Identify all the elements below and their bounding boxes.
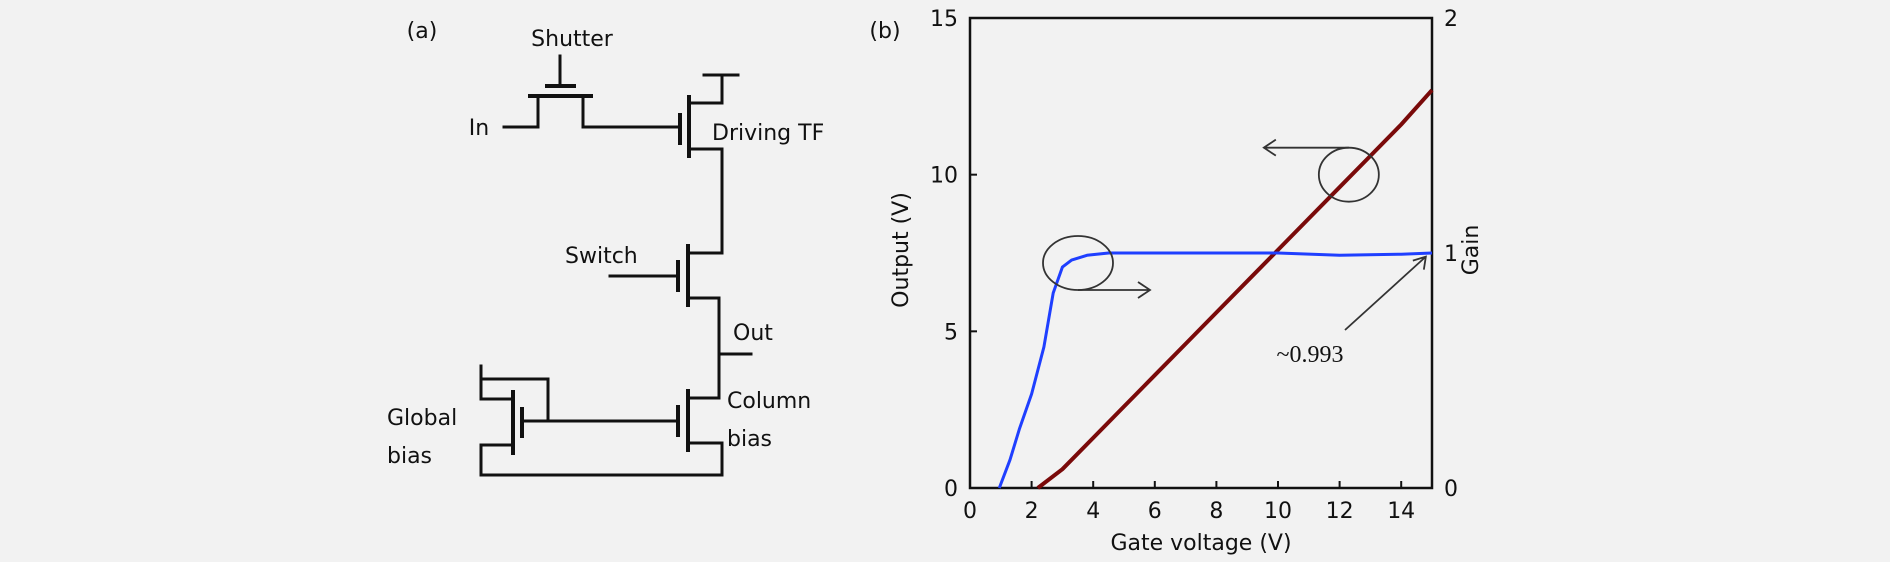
y-tick-label: 15 xyxy=(930,7,958,32)
in-label: In xyxy=(469,116,489,141)
column-bias-label-1: Column xyxy=(727,389,811,414)
x-tick-label: 8 xyxy=(1209,499,1223,524)
column-bias-transistor xyxy=(479,389,724,477)
y2-tick-label: 2 xyxy=(1444,7,1458,32)
out-label: Out xyxy=(733,321,773,346)
driving-transistor xyxy=(678,73,740,255)
y2-tick-label: 1 xyxy=(1444,242,1458,267)
column-bias-label-2: bias xyxy=(727,427,772,452)
circuit-diagram: (a) Shutter In Driving TF Switch Out Col… xyxy=(387,19,824,477)
shutter-transistor xyxy=(502,54,682,129)
y2-axis-label: Gain xyxy=(1459,225,1484,276)
series-line-gain xyxy=(997,251,1433,489)
y-tick-label: 10 xyxy=(930,164,958,189)
gain-value-arrow xyxy=(1344,255,1427,331)
global-bias-label-2: bias xyxy=(387,444,432,469)
right-axis-arrow xyxy=(1078,281,1152,299)
x-tick-label: 14 xyxy=(1387,499,1415,524)
global-bias-label-1: Global xyxy=(387,406,457,431)
x-tick-label: 6 xyxy=(1148,499,1162,524)
x-tick-label: 4 xyxy=(1086,499,1100,524)
y-axis-label: Output (V) xyxy=(889,192,914,308)
output-curve-marker-circle xyxy=(1317,146,1380,203)
y2-tick-label: 0 xyxy=(1444,477,1458,502)
gain-value-annotation: ~0.993 xyxy=(1277,342,1344,368)
switch-transistor xyxy=(608,244,753,400)
x-tick-label: 0 xyxy=(963,499,977,524)
gain-curve-marker-circle xyxy=(1042,235,1114,291)
driving-tf-label: Driving TF xyxy=(712,121,824,146)
switch-label: Switch xyxy=(565,244,638,269)
shutter-label: Shutter xyxy=(531,27,614,52)
y-tick-label: 0 xyxy=(944,477,958,502)
panel-a-label: (a) xyxy=(407,19,438,44)
x-tick-label: 10 xyxy=(1264,499,1292,524)
panel-b-label: (b) xyxy=(869,19,900,44)
series-line-output xyxy=(1036,88,1434,490)
x-tick-label: 12 xyxy=(1326,499,1354,524)
global-bias-transistor xyxy=(479,364,550,477)
x-axis-label: Gate voltage (V) xyxy=(1110,531,1291,556)
left-axis-arrow xyxy=(1262,138,1349,157)
y-tick-label: 5 xyxy=(944,320,958,345)
x-tick-label: 2 xyxy=(1025,499,1039,524)
